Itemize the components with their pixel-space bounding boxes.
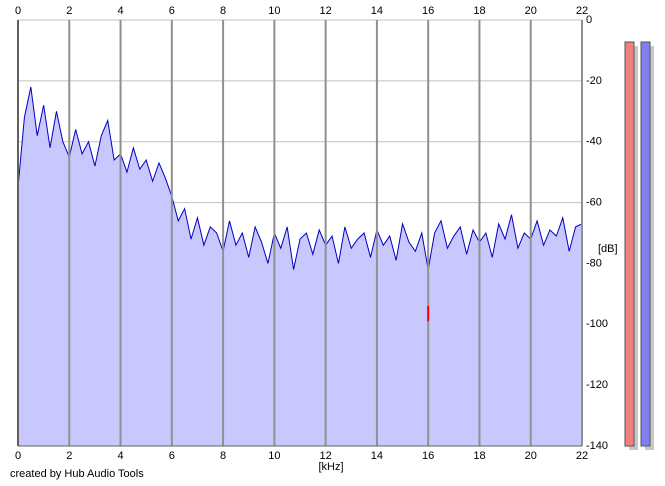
- x-tick-label: 16: [422, 450, 434, 462]
- x-tick-label: 4: [117, 450, 123, 462]
- x-tick-label: 18: [473, 450, 485, 462]
- x-tick-label: 8: [220, 5, 226, 17]
- x-tick-label: 4: [117, 5, 123, 17]
- y-tick-label: -140: [586, 440, 608, 452]
- x-tick-label: 20: [525, 5, 537, 17]
- x-tick-label: 20: [525, 450, 537, 462]
- x-tick-label: 2: [66, 5, 72, 17]
- y-tick-label: -60: [586, 196, 602, 208]
- x-axis-label: [kHz]: [318, 461, 343, 473]
- x-tick-label: 12: [320, 450, 332, 462]
- credit: created by Hub Audio Tools: [10, 468, 144, 480]
- y-tick-label: -40: [586, 136, 602, 148]
- x-tick-label: 6: [169, 450, 175, 462]
- y-tick-label: -20: [586, 75, 602, 87]
- y-tick-label: -80: [586, 257, 602, 269]
- x-tick-label: 18: [473, 5, 485, 17]
- level-meter-left: [624, 41, 635, 447]
- x-tick-label: 22: [576, 450, 588, 462]
- level-meter-right: [640, 41, 651, 447]
- x-tick-label: 12: [320, 5, 332, 17]
- x-tick-label: 8: [220, 450, 226, 462]
- x-tick-label: 10: [268, 5, 280, 17]
- y-tick-label: -100: [586, 318, 608, 330]
- y-tick-label: -120: [586, 379, 608, 391]
- x-tick-label: 0: [15, 5, 21, 17]
- x-tick-label: 14: [371, 5, 383, 17]
- x-tick-label: 10: [268, 450, 280, 462]
- x-tick-label: 6: [169, 5, 175, 17]
- y-tick-label: 0: [586, 14, 592, 26]
- spectrum-line: [17, 86, 583, 270]
- x-tick-label: 0: [15, 450, 21, 462]
- x-tick-label: 2: [66, 450, 72, 462]
- x-tick-label: 14: [371, 450, 383, 462]
- y-axis-label: [dB]: [598, 243, 618, 255]
- spectrum-area: [18, 86, 582, 446]
- x-tick-label: 16: [422, 5, 434, 17]
- x-tick-label: 22: [576, 5, 588, 17]
